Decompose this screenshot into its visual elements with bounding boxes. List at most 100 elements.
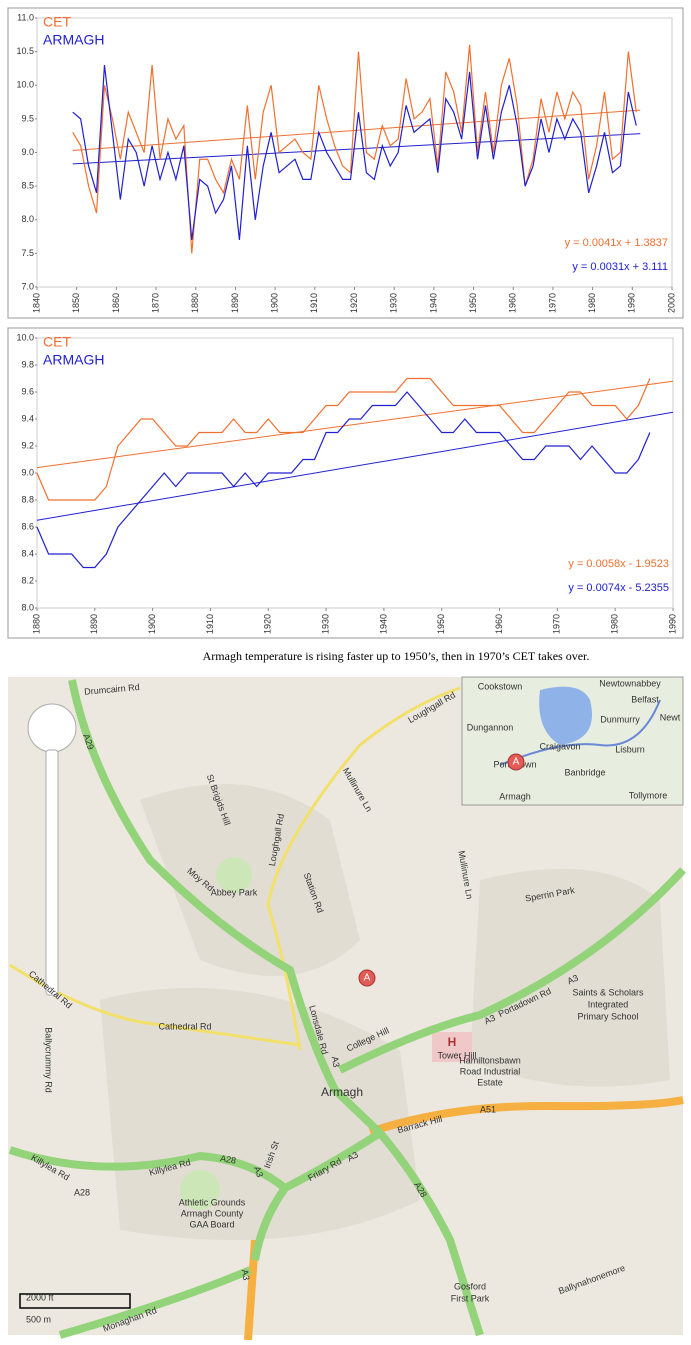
roads-primary: [8, 679, 686, 1339]
series-line: [72, 65, 637, 241]
y-tick-label: 8.6: [21, 521, 34, 531]
map-label: Belfast: [631, 694, 659, 704]
inset-road: [499, 699, 661, 766]
map-label: Craigavon: [539, 741, 580, 751]
trend-line: [36, 411, 674, 521]
x-tick-label: 1920: [263, 614, 273, 634]
map-label: A28: [74, 1187, 90, 1197]
x-tick-label: 1890: [89, 614, 99, 634]
x-tick-label: 1930: [320, 614, 330, 634]
road-a51: [368, 1096, 684, 1136]
chart-frame: [7, 327, 684, 639]
x-tick-label: 1990: [667, 614, 677, 634]
map-label: Dungannon: [467, 722, 514, 732]
map-marker: [358, 969, 376, 987]
map-label: Cathedral Rd: [158, 1021, 211, 1031]
road-minor: [9, 963, 301, 1047]
x-tick-label: 1850: [71, 293, 81, 313]
y-tick-label: 9.2: [21, 440, 34, 450]
map-label: A: [364, 973, 371, 984]
y-tick-label: 8.8: [21, 494, 34, 504]
trend-equation: y = 0.0031x + 3.111: [572, 261, 668, 273]
x-tick-label: 1980: [610, 614, 620, 634]
x-tick-label: 1970: [547, 293, 557, 313]
map-label: Newtownabbey: [599, 678, 661, 688]
x-tick-label: 1880: [31, 614, 41, 634]
y-tick-label: 9.0: [21, 467, 34, 477]
x-tick-label: 2000: [666, 293, 676, 313]
y-tick-label: 8.2: [21, 575, 34, 585]
map-label: A: [513, 757, 520, 768]
trend-equation: y = 0.0058x - 1.9523: [568, 558, 669, 570]
series-line: [36, 391, 651, 569]
map-label: 2000 ft: [26, 1292, 54, 1302]
map-label: Tower Hill: [437, 1050, 476, 1060]
trend-equation: y = 0.0074x - 5.2355: [568, 582, 669, 594]
map-label: Road Industrial: [460, 1066, 521, 1076]
map-label: Integrated: [588, 999, 629, 1009]
park: [216, 857, 252, 893]
map-label: Newt: [660, 712, 681, 722]
y-tick-label: 10.0: [16, 332, 34, 342]
legend-entry: ARMAGH: [43, 32, 104, 48]
map-label: GAA Board: [189, 1219, 234, 1229]
map-label: Drumcairn Rd: [84, 682, 140, 697]
scale-bar: [19, 1293, 131, 1309]
chart-frame: [7, 7, 684, 319]
map-label: Athletic Grounds: [179, 1197, 246, 1207]
y-tick-label: 8.5: [21, 181, 34, 191]
map-label: Tollymore: [629, 790, 668, 800]
x-tick-label: 1890: [230, 293, 240, 313]
x-tick-label: 1960: [494, 614, 504, 634]
x-tick-label: 1940: [428, 293, 438, 313]
legend-entry: CET: [43, 334, 71, 350]
x-tick-label: 1900: [270, 293, 280, 313]
map-label: Saints & Scholars: [572, 987, 644, 997]
built-area: [470, 868, 670, 1087]
y-tick-label: 9.6: [21, 386, 34, 396]
x-tick-label: 1860: [111, 293, 121, 313]
map-label: A3: [252, 1165, 265, 1179]
y-tick-label: 9.4: [21, 413, 34, 423]
x-tick-label: 1880: [190, 293, 200, 313]
map-label: H: [448, 1035, 457, 1049]
y-tick-label: 8.0: [21, 214, 34, 224]
y-tick-label: 9.0: [21, 147, 34, 157]
map-label: A3: [240, 1269, 252, 1282]
zoom-slider[interactable]: [45, 749, 59, 996]
map-label: A3: [345, 1149, 360, 1163]
y-tick-label: 8.0: [21, 602, 34, 612]
x-tick-label: 1980: [587, 293, 597, 313]
x-tick-label: 1990: [627, 293, 637, 313]
y-tick-label: 7.0: [21, 281, 34, 291]
x-tick-label: 1910: [205, 614, 215, 634]
map-label: Hamiltonsbawn: [459, 1055, 521, 1065]
y-tick-label: 10.0: [16, 80, 34, 90]
map-label: A3: [566, 973, 580, 987]
x-tick-label: 1950: [468, 293, 478, 313]
x-tick-label: 1930: [389, 293, 399, 313]
park: [180, 1170, 220, 1210]
x-tick-label: 1900: [147, 614, 157, 634]
series-line: [36, 377, 651, 501]
series-line: [72, 44, 637, 254]
caption: Armagh temperature is rising faster up t…: [203, 649, 590, 663]
map-label: Armagh: [321, 1085, 363, 1099]
x-tick-label: 1910: [309, 293, 319, 313]
inset-lake: [539, 686, 592, 745]
built-area: [100, 987, 420, 1240]
map-label: Estate: [477, 1077, 503, 1087]
map-label: A51: [480, 1104, 496, 1114]
pan-control[interactable]: [27, 703, 77, 753]
x-tick-label: 1950: [436, 614, 446, 634]
x-tick-label: 1970: [552, 614, 562, 634]
map-label: A3: [483, 1013, 497, 1027]
map-label: First Park: [451, 1293, 490, 1303]
x-tick-label: 1840: [31, 293, 41, 313]
map-label: A28: [219, 1153, 237, 1166]
y-tick-label: 10.5: [16, 46, 34, 56]
x-tick-label: 1960: [508, 293, 518, 313]
map-label: Abbey Park: [211, 887, 258, 897]
